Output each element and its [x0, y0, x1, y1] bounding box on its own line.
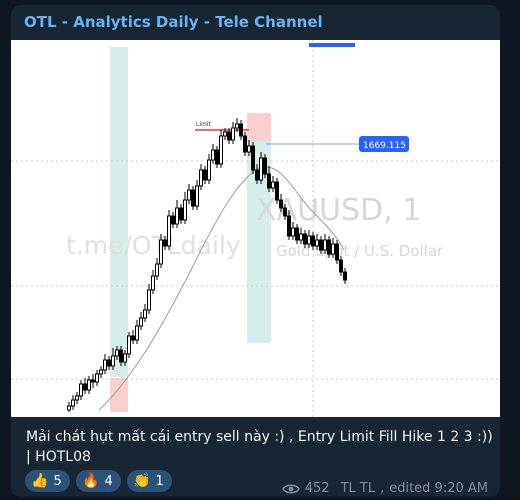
post-caption: Mải chát hụt mất cái entry sell này :) ,… [26, 429, 493, 465]
watermark-url: t.me/OTLdaily [66, 231, 241, 260]
channel-title[interactable]: OTL - Analytics Daily - Tele Channel [24, 13, 323, 31]
thumbs-up-icon: 👍 [31, 473, 49, 489]
author-name: TL TL [340, 481, 376, 496]
edited-time: edited 9:20 AM [389, 481, 488, 496]
reaction-count: 5 [53, 473, 62, 489]
view-count: 452 [304, 481, 330, 496]
clap-icon: 👏 [133, 473, 151, 489]
message-card: OTL - Analytics Daily - Tele Channel XAU… [11, 5, 500, 497]
reaction-thumbs-up[interactable]: 👍 5 [25, 470, 70, 492]
watermark-desc: Gold Spot / U.S. Dollar [276, 242, 444, 260]
reaction-count: 4 [104, 473, 113, 489]
reaction-clap[interactable]: 👏 1 [127, 470, 172, 492]
reaction-count: 1 [155, 473, 164, 489]
limit-label: Limit [196, 121, 212, 128]
price-chart: XAUUSD, 1 t.me/OTLdaily Gold Spot / U.S.… [11, 40, 500, 417]
chart-image[interactable]: XAUUSD, 1 t.me/OTLdaily Gold Spot / U.S.… [11, 40, 500, 417]
reaction-fire[interactable]: 🔥 4 [76, 470, 121, 492]
message-meta: 452 TL TL, edited 9:20 AM [281, 481, 488, 496]
price-label: 1669.115 [363, 141, 406, 151]
eye-icon [281, 484, 300, 493]
fire-icon: 🔥 [82, 473, 100, 489]
